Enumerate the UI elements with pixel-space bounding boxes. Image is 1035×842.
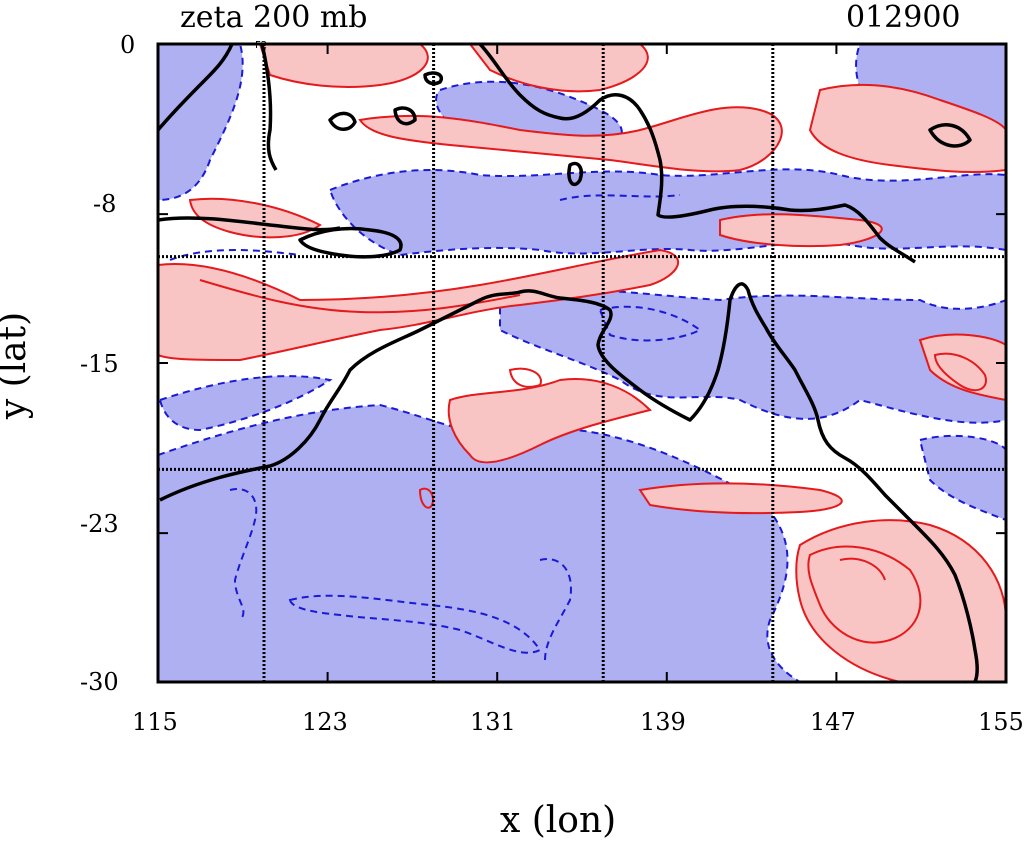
negative-vorticity-regions [158, 44, 1006, 682]
x-axis-label: x (lon) [500, 800, 617, 841]
y-tick-label: 0 [120, 31, 136, 59]
neg-contour-3 [229, 488, 258, 621]
x-tick-label: 115 [132, 708, 178, 736]
positive-vorticity-regions [158, 44, 1006, 682]
field-layer [158, 44, 1006, 682]
pos-contour-6 [508, 367, 542, 388]
pos-region-northwest [258, 44, 429, 88]
neg-contour-1 [288, 594, 542, 654]
java-coast [158, 216, 341, 232]
neg-region-mid-east [499, 288, 1006, 424]
x-tick-label: 123 [302, 708, 348, 736]
australia-west-coast [159, 282, 979, 682]
island-coast-2 [393, 106, 417, 126]
neg-region-northwest [158, 44, 244, 202]
y-tick-label: -8 [93, 190, 117, 218]
x-tick-label: 147 [810, 708, 856, 736]
neg-contour-2 [539, 558, 572, 661]
y-tick-label: -30 [80, 668, 119, 696]
x-tick-label: 131 [470, 708, 516, 736]
borneo-coast [158, 44, 234, 132]
graticule [158, 44, 1006, 682]
neg-region-north-band [328, 168, 1006, 257]
plot-title: zeta 200 mb [180, 0, 368, 35]
pos-region-north-band [358, 106, 783, 173]
neg-contour-4 [598, 305, 702, 342]
tick-marks [157, 43, 1007, 683]
pos-region-central [447, 378, 652, 464]
pos-contour-5 [933, 352, 987, 392]
y-tick-label: -23 [80, 510, 119, 538]
new-guinea-coast [478, 44, 917, 264]
pos-region-east-band [638, 482, 843, 515]
timor-coast [298, 226, 403, 259]
neg-region-west-coast [158, 375, 333, 432]
coastlines [158, 44, 979, 682]
island-coast-4 [928, 123, 972, 148]
pos-region-northeast-small [719, 213, 883, 248]
pos-contour-1 [807, 545, 922, 644]
pos-region-east-mid [918, 333, 1006, 402]
pos-region-west-band [158, 248, 680, 362]
map-label: F2 [255, 40, 267, 51]
neg-region-east-lower [918, 434, 1006, 522]
pos-contour-2 [839, 557, 886, 581]
neg-contour-6 [559, 194, 681, 201]
island-coast-3 [567, 161, 583, 187]
pos-region-northeast [808, 83, 1006, 174]
x-tick-label: 139 [640, 708, 686, 736]
y-tick-label: -15 [80, 350, 119, 378]
sulawesi-coast [260, 44, 278, 171]
date-label: 012900 [846, 0, 961, 35]
island-coast-1 [328, 111, 357, 131]
pos-region-north-top [468, 44, 649, 93]
x-tick-label: 155 [978, 708, 1024, 736]
y-axis-label: y (lat) [0, 311, 35, 419]
pos-contour-4 [418, 487, 434, 509]
